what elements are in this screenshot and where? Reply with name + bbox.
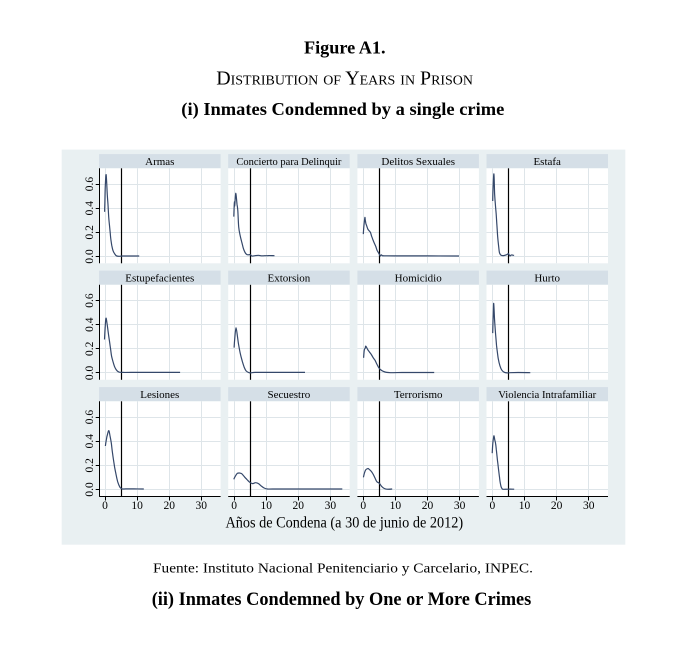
svg-text:0.6: 0.6	[84, 293, 96, 308]
svg-text:0: 0	[490, 500, 496, 512]
svg-text:Estupefacientes: Estupefacientes	[125, 272, 194, 284]
svg-text:10: 10	[131, 500, 143, 512]
svg-text:10: 10	[260, 500, 272, 512]
svg-text:30: 30	[325, 500, 337, 512]
svg-text:0.4: 0.4	[84, 201, 96, 216]
svg-text:0.2: 0.2	[84, 225, 96, 240]
svg-text:Estafa: Estafa	[533, 156, 561, 168]
svg-text:0.6: 0.6	[84, 177, 96, 192]
svg-text:(ii) Inmates Condemned by One: (ii) Inmates Condemned by One or More Cr…	[152, 590, 532, 610]
svg-text:Fuente: Instituto Nacional Pen: Fuente: Instituto Nacional Penitenciario…	[153, 562, 533, 577]
svg-text:0.4: 0.4	[84, 434, 96, 449]
svg-text:Años de Condena (a 30 de junio: Años de Condena (a 30 de junio de 2012)	[225, 514, 463, 531]
svg-text:Terrorismo: Terrorismo	[394, 389, 443, 401]
svg-text:10: 10	[519, 500, 531, 512]
svg-text:0.0: 0.0	[84, 482, 96, 497]
svg-text:30: 30	[583, 500, 595, 512]
svg-text:Delitos Sexuales: Delitos Sexuales	[381, 156, 455, 168]
svg-text:0.4: 0.4	[84, 317, 96, 332]
svg-text:0: 0	[102, 500, 108, 512]
svg-text:(i) Inmates Condemned by a sin: (i) Inmates Condemned by a single crime	[181, 99, 504, 120]
svg-text:Armas: Armas	[145, 156, 174, 168]
svg-text:0.0: 0.0	[84, 365, 96, 380]
svg-text:20: 20	[163, 500, 175, 512]
svg-text:Extorsion: Extorsion	[268, 272, 311, 284]
svg-text:10: 10	[390, 500, 402, 512]
svg-text:0.0: 0.0	[84, 249, 96, 264]
svg-text:Lesiones: Lesiones	[140, 389, 179, 401]
svg-text:0.6: 0.6	[84, 410, 96, 425]
svg-text:Homicidio: Homicidio	[395, 272, 443, 284]
svg-text:20: 20	[422, 500, 434, 512]
svg-text:0: 0	[360, 500, 366, 512]
svg-text:Secuestro: Secuestro	[268, 389, 311, 401]
svg-text:30: 30	[454, 500, 466, 512]
svg-text:0: 0	[231, 500, 237, 512]
svg-text:Figure A1.: Figure A1.	[304, 38, 386, 58]
svg-text:0.2: 0.2	[84, 341, 96, 356]
svg-text:Hurto: Hurto	[534, 272, 560, 284]
svg-text:Violencia Intrafamiliar: Violencia Intrafamiliar	[498, 389, 596, 401]
svg-text:Distribution of Years in Priso: Distribution of Years in Prison	[216, 67, 473, 89]
svg-text:20: 20	[551, 500, 563, 512]
svg-text:0.2: 0.2	[84, 458, 96, 473]
svg-text:30: 30	[196, 500, 208, 512]
svg-text:Concierto para Delinquir: Concierto para Delinquir	[236, 156, 341, 168]
svg-text:20: 20	[293, 500, 305, 512]
